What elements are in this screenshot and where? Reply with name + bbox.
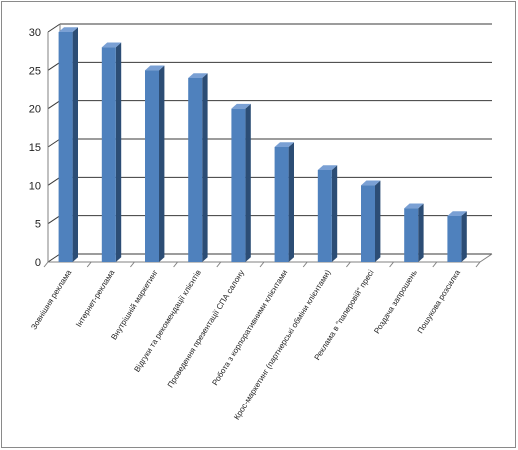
x-tick <box>86 261 92 268</box>
bar <box>274 142 294 262</box>
gridline-wall <box>47 138 61 148</box>
bar-side <box>159 65 165 263</box>
bar-front <box>361 185 375 262</box>
bar-front <box>188 78 203 262</box>
x-tick <box>259 261 265 268</box>
y-tick-label: 0 <box>35 257 41 269</box>
x-tick <box>346 261 351 268</box>
bar-side <box>72 27 78 263</box>
bar <box>58 27 78 263</box>
y-tick-label: 10 <box>29 180 41 192</box>
bar-top <box>361 180 381 186</box>
bar-front <box>404 208 419 262</box>
bars <box>58 27 467 263</box>
bar-side <box>461 211 467 262</box>
category-label: Проведення презентації СПА салону <box>166 268 246 389</box>
x-tick <box>389 261 394 268</box>
bar-top <box>317 165 338 170</box>
x-tick <box>43 261 49 268</box>
category-label: Внутрішній маркетинг <box>109 268 159 341</box>
bar <box>231 103 251 263</box>
bar-side <box>115 42 122 263</box>
y-tick-labels: 0 5 10 15 20 25 30 <box>29 27 41 269</box>
bar <box>188 73 208 262</box>
bar-front <box>447 216 462 262</box>
bar-side <box>202 73 208 262</box>
y-tick-label: 30 <box>29 27 41 39</box>
gridline-wall <box>47 23 61 33</box>
bar <box>404 203 424 262</box>
x-tick <box>475 261 481 268</box>
bar <box>101 42 122 263</box>
x-tick <box>130 261 135 268</box>
y-tick-label: 15 <box>29 142 41 154</box>
bar-side <box>375 180 381 262</box>
gridline-wall <box>47 100 61 110</box>
category-label: Робота з корпоративними клієнтами <box>210 268 289 387</box>
bar-side <box>288 142 294 262</box>
category-label: Роздача запрошень <box>372 268 419 335</box>
category-label: Зовнішня реклама <box>29 268 73 331</box>
bar-front <box>101 47 116 263</box>
gridline-wall <box>47 61 61 71</box>
gridline-wall <box>47 253 61 263</box>
x-tick <box>216 261 222 268</box>
y-tick-label: 5 <box>35 219 41 231</box>
floor-edge <box>479 253 493 263</box>
gridline-wall <box>47 215 61 225</box>
x-tick <box>302 261 308 268</box>
bar <box>447 211 467 262</box>
bar-side <box>418 203 424 262</box>
bar-side <box>245 103 251 262</box>
bar-top <box>274 142 294 147</box>
x-tick <box>173 261 178 268</box>
bar-top <box>447 211 467 216</box>
bar-side <box>331 165 338 262</box>
bar-top <box>101 42 122 48</box>
y-tick-label: 20 <box>29 104 41 116</box>
bar <box>361 180 381 262</box>
bar-front <box>274 147 289 262</box>
category-label: Крос-маркетинг (партнерські обміни клієн… <box>232 268 332 421</box>
category-label: Інтернет-реклама <box>74 268 117 329</box>
y-tick-label: 25 <box>29 65 41 77</box>
x-tick <box>432 261 438 268</box>
category-label: Пошукова розсилка <box>416 268 463 335</box>
bar-front <box>145 70 159 262</box>
bar-top <box>404 203 424 209</box>
bar <box>145 65 165 263</box>
bar-front <box>317 170 332 262</box>
bar-top <box>188 73 208 78</box>
gridline-wall <box>47 176 61 186</box>
bar-top <box>231 103 251 109</box>
bar <box>317 165 338 262</box>
bar-front <box>58 32 73 262</box>
bar-front <box>231 108 246 263</box>
bar-top <box>145 65 165 71</box>
category-labels: Зовнішня реклама Інтернет-рекламаВнутрішн… <box>29 268 462 422</box>
bar-top <box>58 27 78 32</box>
